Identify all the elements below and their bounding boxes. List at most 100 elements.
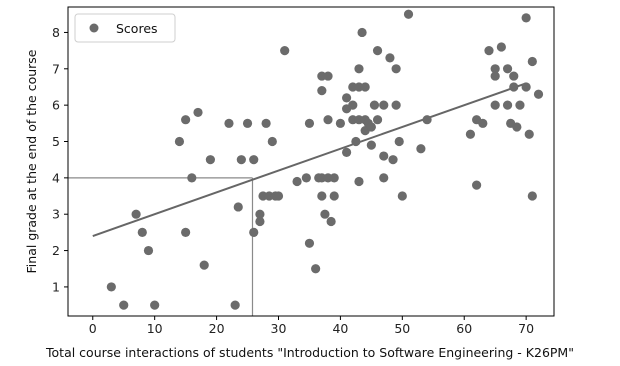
data-point bbox=[273, 191, 284, 201]
x-tick-label: 20 bbox=[209, 321, 225, 336]
data-point bbox=[280, 46, 290, 56]
y-axis-ticks: 1 2 3 4 5 6 7 8 bbox=[52, 25, 68, 294]
data-point bbox=[341, 93, 352, 103]
data-point bbox=[354, 64, 364, 74]
x-tick-label: 50 bbox=[394, 321, 410, 336]
x-tick-label: 10 bbox=[147, 321, 163, 336]
data-point bbox=[131, 209, 141, 219]
data-point bbox=[512, 122, 522, 132]
x-tick-label: 70 bbox=[518, 321, 534, 336]
data-point bbox=[385, 53, 395, 63]
legend: Scores bbox=[74, 13, 176, 43]
data-point bbox=[496, 42, 506, 52]
data-point bbox=[372, 46, 383, 56]
x-tick-label: 0 bbox=[89, 321, 97, 336]
data-point bbox=[249, 155, 259, 165]
y-tick-label: 6 bbox=[52, 98, 60, 113]
data-point bbox=[391, 100, 401, 110]
data-point bbox=[311, 264, 321, 274]
data-point bbox=[472, 180, 482, 190]
data-point bbox=[394, 136, 404, 147]
data-point bbox=[323, 115, 333, 125]
data-point bbox=[524, 129, 534, 139]
data-point bbox=[478, 118, 488, 128]
data-point bbox=[106, 282, 116, 292]
data-point bbox=[366, 122, 376, 132]
data-point bbox=[267, 136, 277, 147]
data-point bbox=[341, 147, 352, 158]
data-point bbox=[403, 9, 414, 19]
data-points bbox=[106, 9, 544, 310]
data-point bbox=[416, 144, 426, 154]
data-point bbox=[357, 27, 367, 38]
data-point bbox=[533, 89, 544, 99]
x-axis-label: Total course interactions of students "I… bbox=[45, 345, 574, 360]
data-point bbox=[391, 64, 401, 74]
data-point bbox=[354, 176, 364, 187]
data-point bbox=[181, 115, 191, 125]
plot-frame bbox=[67, 6, 555, 317]
legend-marker bbox=[89, 23, 99, 33]
data-point bbox=[233, 202, 243, 212]
trend-line-group bbox=[92, 82, 527, 237]
data-point bbox=[509, 82, 519, 92]
data-point bbox=[304, 238, 315, 248]
data-point bbox=[515, 100, 525, 110]
legend-box bbox=[74, 13, 176, 43]
data-point bbox=[304, 118, 315, 128]
x-tick-label: 30 bbox=[271, 321, 287, 336]
x-axis-ticks: 0 10 20 30 40 50 60 70 bbox=[89, 316, 534, 336]
data-point bbox=[372, 115, 383, 125]
y-axis-label: Final grade at the end of the course bbox=[24, 49, 39, 273]
data-point bbox=[181, 227, 191, 237]
data-point bbox=[379, 100, 389, 110]
data-point bbox=[521, 13, 531, 23]
data-point bbox=[369, 100, 380, 110]
legend-label: Scores bbox=[116, 21, 158, 36]
data-point bbox=[249, 227, 259, 237]
data-point bbox=[329, 191, 339, 201]
data-point bbox=[301, 173, 311, 183]
data-point bbox=[509, 71, 519, 81]
data-point bbox=[255, 209, 265, 219]
data-point bbox=[292, 176, 302, 187]
data-point bbox=[379, 173, 389, 183]
data-point bbox=[527, 56, 537, 67]
data-point bbox=[174, 136, 185, 147]
y-tick-label: 3 bbox=[52, 207, 60, 222]
data-point bbox=[527, 191, 537, 201]
data-point bbox=[379, 151, 389, 161]
trend-line bbox=[92, 82, 527, 237]
data-point bbox=[388, 155, 398, 165]
y-tick-label: 2 bbox=[52, 243, 60, 258]
data-point bbox=[236, 155, 246, 165]
data-point bbox=[317, 191, 327, 201]
data-point bbox=[502, 100, 513, 110]
data-point bbox=[348, 100, 358, 110]
y-tick-label: 7 bbox=[52, 61, 60, 76]
data-point bbox=[224, 118, 234, 128]
data-point bbox=[193, 107, 203, 118]
data-point bbox=[143, 245, 154, 256]
data-point bbox=[187, 173, 197, 183]
data-point bbox=[242, 118, 253, 128]
y-tick-label: 8 bbox=[52, 25, 60, 40]
data-point bbox=[490, 71, 500, 81]
data-point bbox=[323, 71, 333, 81]
data-point bbox=[199, 260, 209, 270]
data-point bbox=[205, 155, 215, 165]
data-point bbox=[502, 64, 513, 74]
x-tick-label: 60 bbox=[456, 321, 472, 336]
x-tick-label: 40 bbox=[332, 321, 348, 336]
data-point bbox=[397, 191, 407, 201]
data-point bbox=[329, 173, 339, 183]
data-point bbox=[150, 300, 160, 310]
data-point bbox=[521, 82, 531, 92]
y-tick-label: 1 bbox=[52, 279, 60, 294]
data-point bbox=[465, 129, 476, 139]
data-point bbox=[422, 115, 432, 125]
guide-lines bbox=[68, 177, 254, 316]
y-tick-label: 4 bbox=[52, 170, 60, 185]
data-point bbox=[255, 216, 265, 227]
